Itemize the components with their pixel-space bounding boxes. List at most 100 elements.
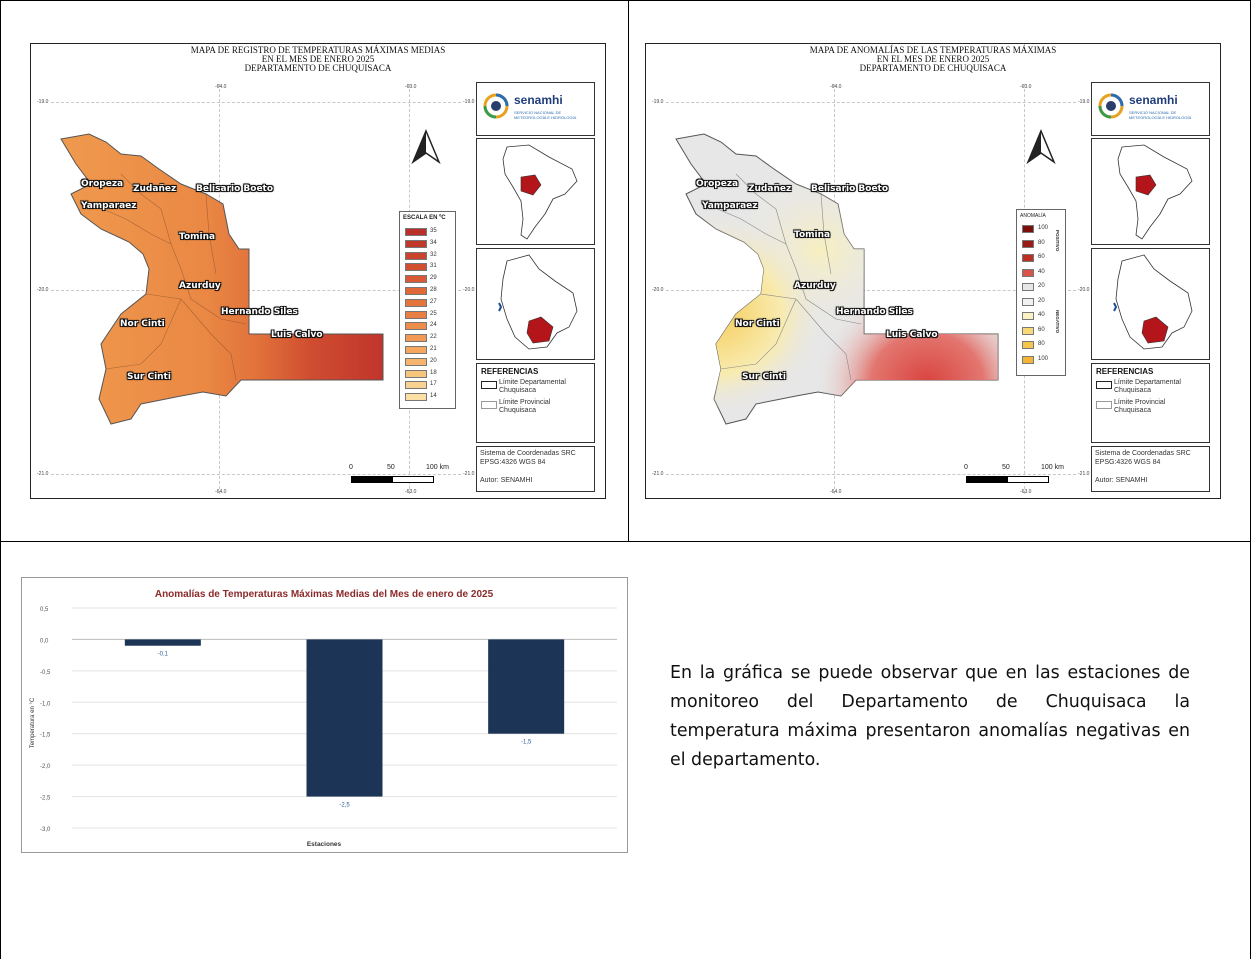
legend-value: 17	[430, 381, 437, 388]
senamhi-logo-icon	[483, 93, 509, 119]
y-tick-label: 0,5	[40, 607, 49, 613]
y-tick-label: -2,5	[40, 796, 51, 802]
scale-label: 100 km	[1041, 464, 1064, 471]
scale-bar	[1007, 476, 1049, 483]
senamhi-logo-icon	[1098, 93, 1124, 119]
place-label: Luis Calvo	[886, 330, 938, 340]
place-label: Belisario Boeto	[811, 184, 889, 194]
legend-swatch	[405, 369, 427, 378]
logo-panel: senamhi SERVICIO NACIONAL DE METEOROLOGÍ…	[476, 82, 595, 136]
coord-label: -20.0	[1078, 287, 1090, 293]
grid-line	[666, 474, 1076, 475]
coord-label: -64.0	[215, 489, 227, 495]
coord-label: -63.0	[1020, 489, 1032, 495]
chuquisaca-anomaly-map	[675, 133, 999, 425]
place-label: Azurduy	[179, 281, 221, 291]
scale-label: 0	[964, 464, 968, 471]
crs-panel: Sistema de Coordenadas SRC EPSG:4326 WGS…	[1091, 446, 1210, 492]
bolivia-icon	[1113, 254, 1193, 350]
inset-south-america	[1091, 138, 1210, 245]
legend-value: 32	[430, 251, 437, 258]
scale-label: 0	[349, 464, 353, 471]
place-label: Belisario Boeto	[196, 184, 274, 194]
legend-value: 24	[430, 322, 437, 329]
place-label: Oropeza	[696, 179, 739, 189]
place-label: Yamparaez	[81, 201, 137, 211]
coord-label: -21.0	[1078, 471, 1090, 477]
legend-swatch	[405, 310, 427, 319]
legend-value: 22	[430, 334, 437, 341]
legend-swatch	[405, 251, 427, 260]
y-tick-label: -1,5	[40, 733, 51, 739]
legend-swatch	[405, 393, 427, 402]
map-title: MAPA DE ANOMALÍAS DE LAS TEMPERATURAS MÁ…	[646, 46, 1220, 73]
legend-value: 21	[430, 346, 437, 352]
bar	[306, 639, 383, 797]
place-label: Sur Cinti	[127, 372, 171, 382]
legend-swatch	[405, 322, 427, 331]
legend-value: 40	[1038, 268, 1045, 275]
table-border-middle-h	[0, 541, 1251, 542]
coord-label: -64.0	[830, 84, 842, 90]
place-label: Nor Cinti	[120, 319, 165, 329]
map-title-line-1: MAPA DE ANOMALÍAS DE LAS TEMPERATURAS MÁ…	[809, 45, 1057, 55]
legend-value: 28	[430, 287, 437, 293]
legend-swatch	[405, 287, 427, 295]
references-panel: REFERENCIAS Límite Departamental Chuquis…	[476, 363, 595, 443]
legend-value: 27	[430, 298, 437, 305]
legend-swatch	[1022, 341, 1034, 349]
coord-label: -21.0	[463, 471, 475, 477]
legend-swatch	[1022, 254, 1034, 262]
coord-label: -63.0	[405, 489, 417, 495]
crs-text: Sistema de Coordenadas SRC	[480, 450, 576, 457]
ref-symbol	[481, 381, 497, 389]
legend-value: 100	[1038, 355, 1049, 362]
table-border-left	[0, 0, 1, 959]
table-border-middle-v	[628, 0, 629, 542]
y-tick-label: -3,0	[40, 827, 51, 833]
legend-value: 31	[430, 263, 437, 270]
legend-value: 60	[1038, 254, 1045, 260]
place-label: Hernando Siles	[836, 307, 913, 317]
legend-swatch	[1022, 326, 1034, 335]
coord-label: -19.0	[1078, 99, 1090, 105]
legend-value: 60	[1038, 326, 1045, 333]
anomaly-legend: ANOMALÍA 100 80 60 40 20 20 40 60 80 100 POSITIVO…	[1016, 209, 1066, 376]
grid-line	[51, 102, 461, 103]
y-axis-label: Temperatura en °C	[30, 697, 36, 748]
place-label: Tomina	[179, 232, 216, 242]
temperature-legend: ESCALA EN ºC 35 34 32 31 29 28 27 25 24 22 21 20 18 1…	[399, 211, 456, 409]
south-america-icon	[502, 144, 578, 240]
coord-label: -19.0	[652, 99, 664, 105]
legend-swatch	[405, 334, 427, 343]
legend-swatch	[1022, 283, 1034, 291]
coord-label: -20.0	[37, 287, 49, 293]
scale-bar	[392, 476, 434, 483]
north-arrow-icon	[411, 129, 441, 165]
legend-title: ESCALA EN ºC	[403, 215, 446, 221]
map-title-line-1: MAPA DE REGISTRO DE TEMPERATURAS MÁXIMAS…	[190, 45, 446, 55]
legend-swatch	[1022, 268, 1034, 277]
legend-value: 100	[1038, 225, 1049, 231]
legend-value: 80	[1038, 341, 1045, 347]
place-label: Zudañez	[748, 184, 792, 194]
place-label: Tomina	[794, 230, 831, 240]
anomaly-chart-svg: Anomalías de Temperaturas Máximas Medias…	[30, 589, 617, 848]
logo-panel: senamhi SERVICIO NACIONAL DE METEOROLOGÍ…	[1091, 82, 1210, 136]
coord-label: -20.0	[463, 287, 475, 293]
south-america-icon	[1117, 144, 1193, 240]
legend-swatch	[405, 239, 427, 248]
legend-swatch	[405, 381, 427, 390]
legend-title: ANOMALÍA	[1020, 213, 1046, 219]
ref-department: Límite Departamental Chuquisaca	[1114, 379, 1181, 394]
inset-bolivia	[476, 248, 595, 360]
x-axis-label: Estaciones	[307, 841, 342, 848]
legend-value: 35	[430, 228, 437, 234]
ref-symbol	[1096, 381, 1112, 389]
grid-line	[51, 290, 461, 291]
map-title-line-2: EN EL MES DE ENERO 2025	[876, 54, 990, 64]
legend-swatch	[1022, 355, 1034, 364]
place-label: Sur Cinti	[742, 372, 786, 382]
author-text: Autor: SENAMHI	[1095, 477, 1148, 484]
place-label: Oropeza	[81, 179, 124, 189]
